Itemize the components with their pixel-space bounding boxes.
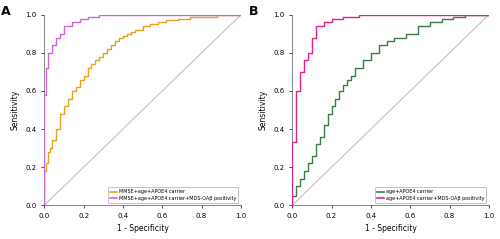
Legend: age+APOE4 carrier, age+APOE4 carrier+MDS-OAβ positivity: age+APOE4 carrier, age+APOE4 carrier+MDS… [375,187,486,203]
Y-axis label: Sensitivity: Sensitivity [259,90,268,130]
Text: A: A [1,5,11,18]
X-axis label: 1 - Specificity: 1 - Specificity [364,224,416,234]
Text: B: B [249,5,258,18]
Y-axis label: Sensitivity: Sensitivity [11,90,20,130]
X-axis label: 1 - Specificity: 1 - Specificity [116,224,168,234]
Legend: MMSE+age+APOE4 carrier, MMSE+age+APOE4 carrier+MDS-OAβ positivity: MMSE+age+APOE4 carrier, MMSE+age+APOE4 c… [108,187,238,203]
